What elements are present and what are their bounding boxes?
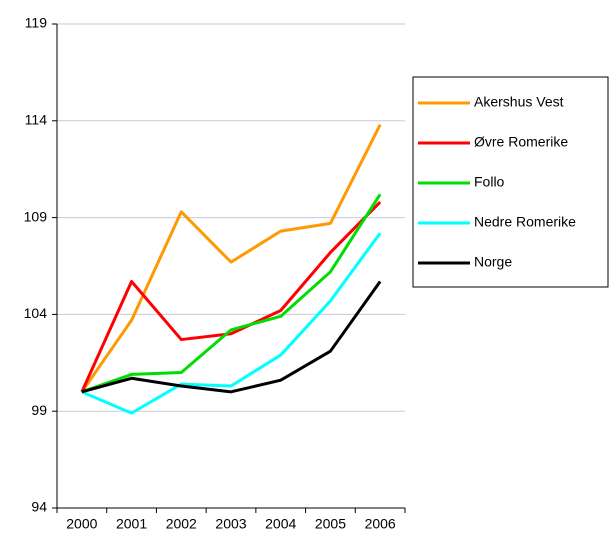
x-tick-label: 2001 xyxy=(116,516,147,532)
x-tick-label: 2006 xyxy=(365,516,396,532)
legend-label: Akershus Vest xyxy=(474,94,564,110)
y-tick-label: 99 xyxy=(31,402,47,418)
x-tick-label: 2000 xyxy=(66,516,97,532)
x-tick-label: 2002 xyxy=(166,516,197,532)
legend-label: Norge xyxy=(474,254,512,270)
y-tick-label: 104 xyxy=(24,305,48,321)
legend-label: Nedre Romerike xyxy=(474,214,576,230)
series-line xyxy=(81,193,382,394)
series-line xyxy=(80,123,382,393)
series-line xyxy=(81,280,382,394)
y-tick-label: 94 xyxy=(31,499,47,515)
legend-label: Øvre Romerike xyxy=(474,134,568,150)
x-tick-label: 2004 xyxy=(265,516,296,532)
legend-label: Follo xyxy=(474,174,505,190)
y-tick-label: 109 xyxy=(24,208,48,224)
x-tick-label: 2003 xyxy=(215,516,246,532)
y-tick-label: 114 xyxy=(25,112,48,128)
series-line xyxy=(80,201,382,393)
y-tick-label: 119 xyxy=(25,15,48,31)
series-line xyxy=(81,232,382,415)
x-tick-label: 2005 xyxy=(315,516,346,532)
